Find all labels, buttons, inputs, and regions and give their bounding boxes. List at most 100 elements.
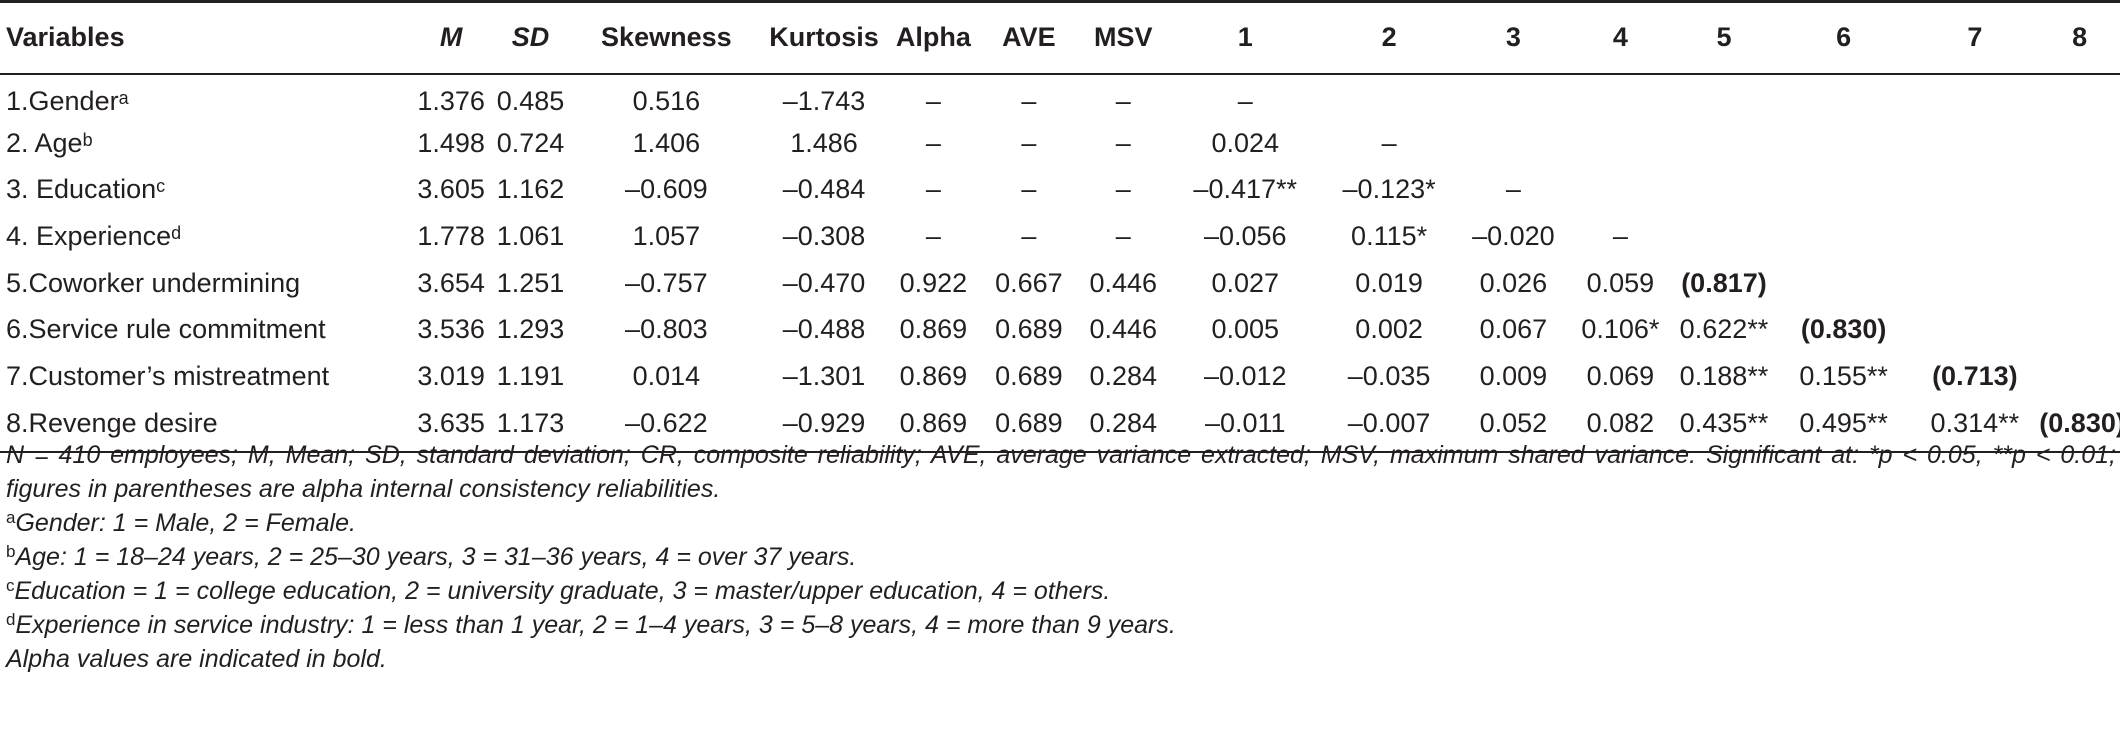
table-cell: 1.173 [490, 399, 571, 453]
table-cell [1671, 213, 1777, 260]
table-row: 6.Service rule commitment 3.536 1.293 –0.80… [0, 306, 2120, 353]
table-cell: – [1237, 85, 1253, 116]
table-cell: –1.743 [782, 85, 866, 116]
table-cell: 0.067 [1479, 314, 1548, 345]
table-cell: –0.622 [570, 399, 762, 453]
table-cell: –0.011 [1169, 399, 1322, 453]
table-cell: – [1115, 174, 1131, 205]
footnote-mark: c [6, 576, 15, 595]
table-cell: (0.817) [1681, 267, 1767, 298]
table-cell: 0.155** [1799, 360, 1888, 391]
footnote-text: Gender: 1 = Male, 2 = Female. [15, 509, 356, 537]
descriptive-statistics-table: Variables M SD Skewness Kurtosis Alpha AVE MSV 1… [0, 0, 2120, 453]
table-cell: 0.869 [899, 360, 968, 391]
header-col-11: 4 [1569, 0, 1672, 75]
table-cell: – [1021, 127, 1037, 158]
table-row: 7.Customer’s mistreatment 3.019 1.191 0.014… [0, 353, 2120, 400]
row-label: 2. Ageb [0, 120, 412, 167]
row-label-text: 6.Service rule commitment [6, 314, 326, 345]
table-cell [1457, 120, 1570, 167]
table-cell: –0.484 [782, 174, 866, 205]
header-variables: Variables [0, 0, 413, 75]
table-cell [1777, 167, 1911, 214]
table-cell [1570, 120, 1671, 167]
table-cell: (0.830) [2039, 399, 2120, 453]
table-row: 1.Gendera 1.376 0.485 0.516 –1.743– – – – [0, 74, 2120, 121]
footnote-marker: c [156, 176, 166, 197]
table-cell: 0.622** [1679, 314, 1769, 345]
table-cell: 0.724 [496, 127, 565, 158]
footnote-mark: a [6, 508, 16, 527]
table-cell: 1.778 [417, 221, 485, 252]
table-cell: 3.605 [417, 174, 485, 205]
row-label-text: 8.Revenge desire [6, 407, 218, 438]
notes-main: N = 410 employees; M, Mean; SD, standard… [6, 441, 2116, 503]
table-cell: 3.019 [417, 360, 485, 391]
table-cell: 1.057 [632, 221, 701, 252]
table-cell: 0.009 [1479, 360, 1548, 391]
table-cell: – [925, 85, 941, 116]
table-cell [1457, 74, 1570, 121]
table-cell: 0.005 [1211, 314, 1280, 345]
row-label-text: 2. Age [6, 127, 83, 158]
table-cell [2039, 120, 2120, 167]
table-cell: – [1612, 221, 1628, 252]
footnote-marker: a [118, 87, 129, 108]
table-cell: 3.635 [412, 399, 491, 453]
table-cell: –0.470 [782, 267, 866, 298]
table-cell: –0.056 [1203, 221, 1287, 252]
table-row: 8.Revenge desire 3.635 1.173 –0.622 –0.929 0.… [0, 399, 2120, 453]
table-cell: 0.024 [1211, 127, 1280, 158]
footnote: cEducation = 1 = college education, 2 = … [6, 574, 2116, 608]
table-cell: –0.035 [1347, 360, 1431, 391]
table-cell: –0.007 [1321, 399, 1457, 453]
row-label: 8.Revenge desire [0, 399, 413, 453]
table-cell [1910, 120, 2039, 167]
table-cell: –0.929 [761, 399, 887, 453]
table-cell: 0.495** [1776, 399, 1911, 453]
table-cell [1910, 260, 2039, 307]
table-cell: 1.162 [496, 174, 565, 205]
row-label: 5.Coworker undermining [0, 260, 412, 307]
table-row: 2. Ageb 1.498 0.724 1.406 1.486– – –0.024– [0, 120, 2120, 167]
table-cell [1910, 74, 2039, 121]
footnote-mark: b [6, 542, 16, 561]
table-cell: –0.012 [1203, 360, 1287, 391]
table-cell [1777, 260, 1911, 307]
table-cell: 1.293 [496, 314, 565, 345]
footnote-list: aGender: 1 = Male, 2 = Female. bAge: 1 = … [6, 506, 2116, 642]
table-cell: –0.609 [625, 174, 708, 205]
table-header-row: Variables M SD Skewness Kurtosis Alpha AVE MSV 1… [0, 0, 2120, 75]
footnote: bAge: 1 = 18–24 years, 2 = 25–30 years, … [6, 540, 2116, 574]
table-cell: 0.689 [980, 399, 1078, 453]
header-col-8: 1 [1169, 0, 1322, 75]
table-cell: –0.757 [625, 267, 708, 298]
table-cell: (0.713) [1932, 360, 2018, 391]
header-col-7: MSV [1077, 0, 1170, 75]
table-cell: 0.019 [1355, 267, 1423, 298]
table-cell [1910, 167, 2039, 214]
header-col-10: 3 [1456, 0, 1570, 75]
header-col-6: AVE [980, 0, 1078, 75]
header-col-9: 2 [1321, 0, 1457, 75]
table-cell [2039, 167, 2120, 214]
table-cell: – [1021, 174, 1037, 205]
header-col-15: 8 [2039, 0, 2120, 75]
table-cell: – [1115, 85, 1131, 116]
table-cell: 1.191 [496, 360, 565, 391]
table-cell: 0.115* [1351, 221, 1428, 252]
table-cell [1777, 213, 1911, 260]
table-cell [1321, 74, 1457, 121]
table-notes: N = 410 employees; M, Mean; SD, standard… [6, 438, 2116, 676]
table-cell: 3.654 [417, 267, 485, 298]
table-cell: 0.869 [886, 399, 981, 453]
table-cell: 0.188** [1679, 360, 1769, 391]
table-cell: –0.803 [625, 314, 708, 345]
table-cell: 0.689 [995, 360, 1063, 391]
table-cell: 1.498 [417, 127, 485, 158]
footnote-text: Age: 1 = 18–24 years, 2 = 25–30 years, 3… [15, 543, 857, 571]
table-cell [2039, 74, 2120, 121]
table-cell: (0.830) [1800, 314, 1887, 345]
row-label: 3. Educationc [0, 167, 412, 214]
